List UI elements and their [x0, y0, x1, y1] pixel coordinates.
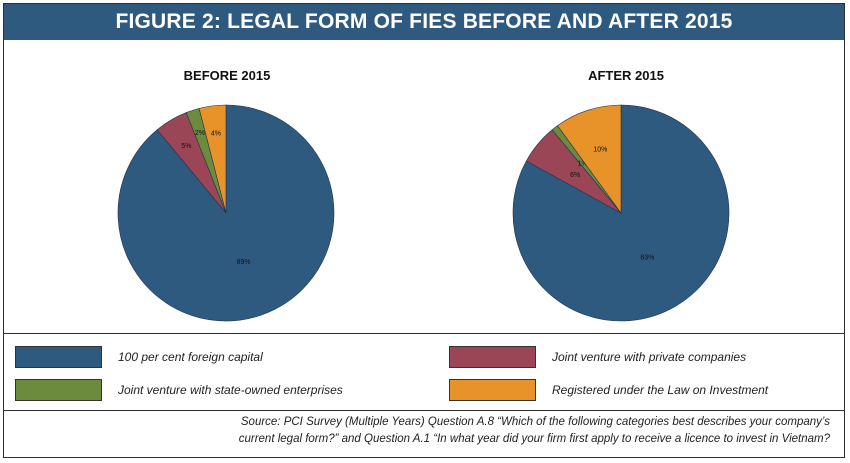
- source-line-2: current legal form?” and Question A.1 “I…: [238, 433, 830, 445]
- source-line-1: Source: PCI Survey (Multiple Years) Ques…: [240, 416, 830, 428]
- pie-label-foreign-capital: 83%: [640, 255, 654, 262]
- legend: 100 per cent foreign capital Joint ventu…: [4, 333, 844, 411]
- legend-label-state-jv: Joint venture with state-owned enterpris…: [118, 383, 343, 397]
- pie-label-private-jv: 5%: [181, 143, 191, 150]
- pie-label-law-investment: 4%: [211, 131, 221, 138]
- after-2015-title: AFTER 2015: [588, 68, 664, 83]
- figure-frame: FIGURE 2: LEGAL FORM OF FIES BEFORE AND …: [3, 3, 845, 458]
- figure-title: FIGURE 2: LEGAL FORM OF FIES BEFORE AND …: [4, 4, 844, 40]
- pie-label-law-investment: 10%: [593, 146, 607, 153]
- legend-item-state-jv: Joint venture with state-owned enterpris…: [15, 379, 343, 401]
- legend-item-law-investment: Registered under the Law on Investment: [449, 379, 768, 401]
- pie-label-foreign-capital: 89%: [237, 259, 251, 266]
- legend-swatch-state-jv: [15, 379, 102, 401]
- pie-slice-law-investment: [198, 104, 227, 214]
- legend-swatch-foreign-capital: [15, 346, 102, 368]
- legend-label-private-jv: Joint venture with private companies: [552, 350, 747, 364]
- before-2015-title: BEFORE 2015: [183, 68, 271, 83]
- legend-swatch-private-jv: [449, 346, 536, 368]
- legend-item-private-jv: Joint venture with private companies: [449, 346, 746, 368]
- legend-label-foreign-capital: 100 per cent foreign capital: [118, 350, 263, 364]
- after-2015-pie: 83% 6% 1% 10%: [512, 104, 730, 322]
- pie-label-private-jv: 6%: [570, 172, 580, 179]
- chart-area: BEFORE 2015 89% 5% 2% 4% AFTER 2015 83% 6% 1%…: [4, 40, 844, 333]
- pie-slice-law-investment: [557, 104, 622, 214]
- pie-label-state-jv: 1%: [578, 161, 588, 168]
- legend-item-foreign-capital: 100 per cent foreign capital: [15, 346, 263, 368]
- pie-label-state-jv: 2%: [195, 130, 205, 137]
- before-2015-pie: 89% 5% 2% 4%: [117, 104, 335, 322]
- legend-label-law-investment: Registered under the Law on Investment: [552, 383, 769, 397]
- source-note: Source: PCI Survey (Multiple Years) Ques…: [70, 414, 830, 448]
- legend-swatch-law-investment: [449, 379, 536, 401]
